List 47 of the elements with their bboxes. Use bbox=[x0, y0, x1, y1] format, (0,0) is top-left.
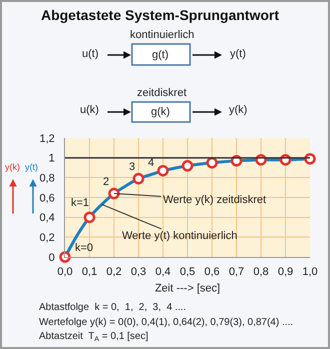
y-tick-label: 0 bbox=[48, 252, 55, 264]
y-tick-label: 0,4 bbox=[40, 212, 55, 224]
point bbox=[157, 164, 169, 176]
text: Wertefolge y(k) = 0(0), 0,4(1), 0,64(2), 0,79(3), 0,87(4) .... bbox=[39, 317, 294, 328]
y-tick-label: 0,8 bbox=[40, 172, 55, 185]
point bbox=[108, 188, 120, 200]
annotation: k=0 bbox=[75, 242, 94, 254]
x-tick-label: 1,0 bbox=[302, 266, 318, 278]
text: zeitdiskret bbox=[137, 87, 187, 99]
x-tick-label: 0,5 bbox=[180, 266, 196, 278]
point bbox=[182, 160, 194, 172]
x-tick-label: 0,3 bbox=[130, 266, 146, 278]
y-tick-label: 0,2 bbox=[40, 232, 55, 244]
text: u(t) bbox=[82, 48, 98, 60]
y-tick-label: 0,6 bbox=[40, 192, 55, 204]
text: g(k) bbox=[151, 106, 170, 118]
point bbox=[206, 157, 218, 169]
annotation: k=1 bbox=[71, 197, 90, 209]
annotation: 3 bbox=[129, 161, 136, 173]
x-tick-label: 0,8 bbox=[253, 266, 269, 278]
x-tick-label: 0,7 bbox=[228, 266, 244, 278]
y-tick-label: 1,2 bbox=[40, 132, 55, 145]
text: y(k) bbox=[229, 104, 248, 116]
x-tick-label: 0,1 bbox=[82, 266, 98, 278]
chart-title: Abgetastete System-Sprungantwort bbox=[40, 6, 280, 23]
text: g(t) bbox=[152, 49, 168, 61]
x-tick-label: 0,9 bbox=[278, 266, 294, 278]
text: kontinuierlich bbox=[130, 29, 194, 41]
y-tick-label: 1 bbox=[48, 152, 55, 165]
text: y(t) bbox=[230, 48, 246, 60]
annotation: Werte y(t) kontinuierlich bbox=[122, 230, 238, 242]
point bbox=[132, 172, 144, 184]
x-tick-label: 0,2 bbox=[106, 266, 122, 278]
point bbox=[84, 212, 96, 224]
text: u(k) bbox=[80, 104, 99, 116]
text: y(k) bbox=[5, 162, 20, 172]
annotation: 2 bbox=[103, 176, 110, 188]
x-tick-label: 0,6 bbox=[204, 266, 220, 278]
text: Abtastfolge k = 0, 1, 2, 3, 4 .... bbox=[39, 302, 186, 313]
x-tick-label: 0,0 bbox=[57, 266, 73, 278]
x-axis-title: Zeit ---> [sec] bbox=[154, 282, 220, 294]
x-tick-label: 0,4 bbox=[155, 266, 171, 278]
point bbox=[59, 251, 71, 263]
text: Abtastzeit T$_{A}$ = 0,1 [sec] bbox=[39, 331, 148, 344]
text: y(t) bbox=[25, 162, 38, 172]
annotation: Werte y(k) zeitdiskret bbox=[163, 194, 266, 206]
annotation: 4 bbox=[148, 157, 154, 169]
